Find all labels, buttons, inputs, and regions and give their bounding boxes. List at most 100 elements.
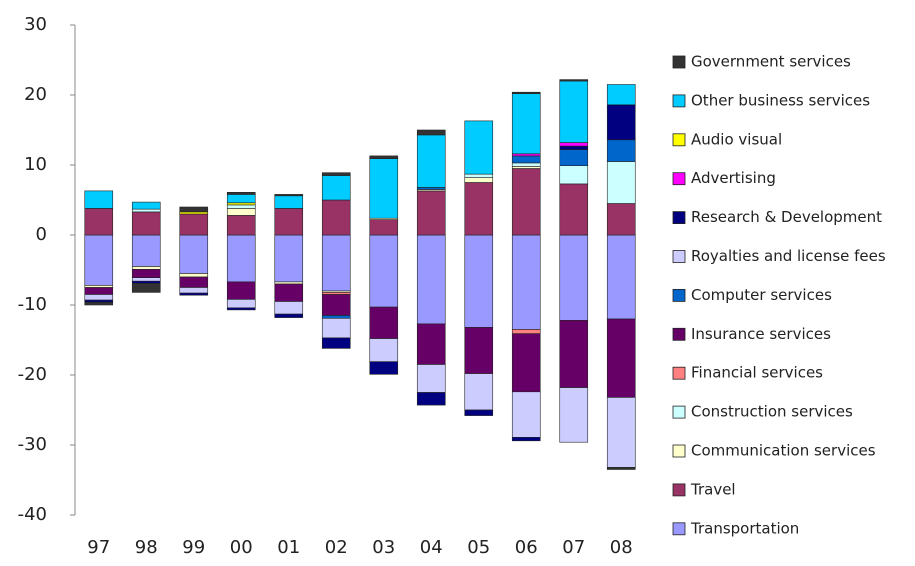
legend-swatch [672,133,686,147]
bar-segment [226,194,256,204]
bar-segment [179,213,209,236]
x-tick-label: 01 [277,537,300,558]
bar-segment [131,201,161,210]
bar-segment [226,307,256,311]
bar-segment [226,202,256,206]
bar-segment [274,301,304,315]
bar-segment [131,280,161,284]
bar-segment [321,172,351,176]
x-tick-label: 04 [420,537,443,558]
bar-segment [511,166,541,169]
bar-segment [559,80,589,143]
bar-segment [511,162,541,167]
bar-segment [416,364,446,393]
legend-label: Audio visual [691,130,782,148]
bar-segment [416,134,446,188]
bar-segment [226,215,256,236]
bar-segment [84,285,114,288]
legend-swatch [672,55,686,69]
bar-segment [369,361,399,375]
bar-segment [511,155,541,164]
bar-segment [321,337,351,349]
x-tick-label: 99 [182,537,205,558]
bar-segment [226,204,256,209]
bar-segment [321,315,351,319]
bar-segment [274,283,304,302]
y-tick-label: 10 [24,154,47,175]
y-tick-label: 30 [24,14,47,35]
bar-segment [131,268,161,278]
bar-segment [321,175,351,201]
bar-segment [84,287,114,295]
x-tick-label: 08 [610,537,633,558]
bar-segment [131,234,161,267]
bar-segment [464,234,494,328]
bar-segment [274,208,304,236]
legend-swatch [672,483,686,497]
bar-segment [511,436,541,442]
bar-segment [179,292,209,296]
bar-segment [464,173,494,178]
legend-label: Royalties and license fees [691,247,886,265]
legend-label: Financial services [691,364,823,382]
bar-segment [464,409,494,416]
bar-segment [274,234,304,283]
bar-segment [511,93,541,155]
bar-segment [559,145,589,150]
bar-segment [511,333,541,393]
bar-segment [274,195,304,209]
legend-swatch [672,327,686,341]
bar-segment [226,299,256,309]
bar-segment [606,234,636,320]
bar-segment [131,211,161,236]
bar-segment [226,234,256,283]
bar-segment [464,182,494,236]
legend-swatch [672,288,686,302]
legend-label: Advertising [691,169,776,187]
bar-segment [179,287,209,294]
bar-segment [416,190,446,236]
legend-label: Research & Development [691,208,882,226]
bar-segment [511,168,541,236]
legend-swatch [672,250,686,263]
bar-segment [559,79,589,82]
legend-label: Government services [691,53,851,71]
bar-segment [511,329,541,334]
bar-segment [559,165,589,185]
y-tick-label: 20 [24,84,47,105]
bar-segment [131,277,161,282]
bar-segment [606,467,636,470]
x-tick-label: 97 [87,537,110,558]
x-tick-label: 03 [372,537,395,558]
bar-segment [416,323,446,365]
bar-segment [179,273,209,278]
bar-segment [559,142,589,147]
y-tick-label: -30 [18,434,47,455]
bar-segment [511,91,541,94]
legend-swatch [672,522,686,536]
bar-segment [369,306,399,339]
bar-segment [464,373,494,411]
bar-segment [274,281,304,285]
bar-segment [511,234,541,330]
legend-swatch [672,172,686,186]
bar-segment [464,327,494,374]
y-tick-label: -10 [18,294,47,315]
bar-segment [416,392,446,406]
bar-segment [131,282,161,293]
bar-segment [84,301,114,306]
bar-segment [369,158,399,219]
legend-label: Transportation [690,519,799,537]
bar-segment [179,276,209,288]
x-tick-label: 07 [562,537,585,558]
bar-segment [226,281,256,300]
bar-segment [606,139,636,162]
bar-segment [606,84,636,106]
bar-segment [321,317,351,339]
legend-label: Communication services [691,442,876,460]
bar-segment [274,313,304,318]
y-tick-label: 0 [36,224,47,245]
bar-segment [511,153,541,157]
x-tick-label: 00 [230,537,253,558]
